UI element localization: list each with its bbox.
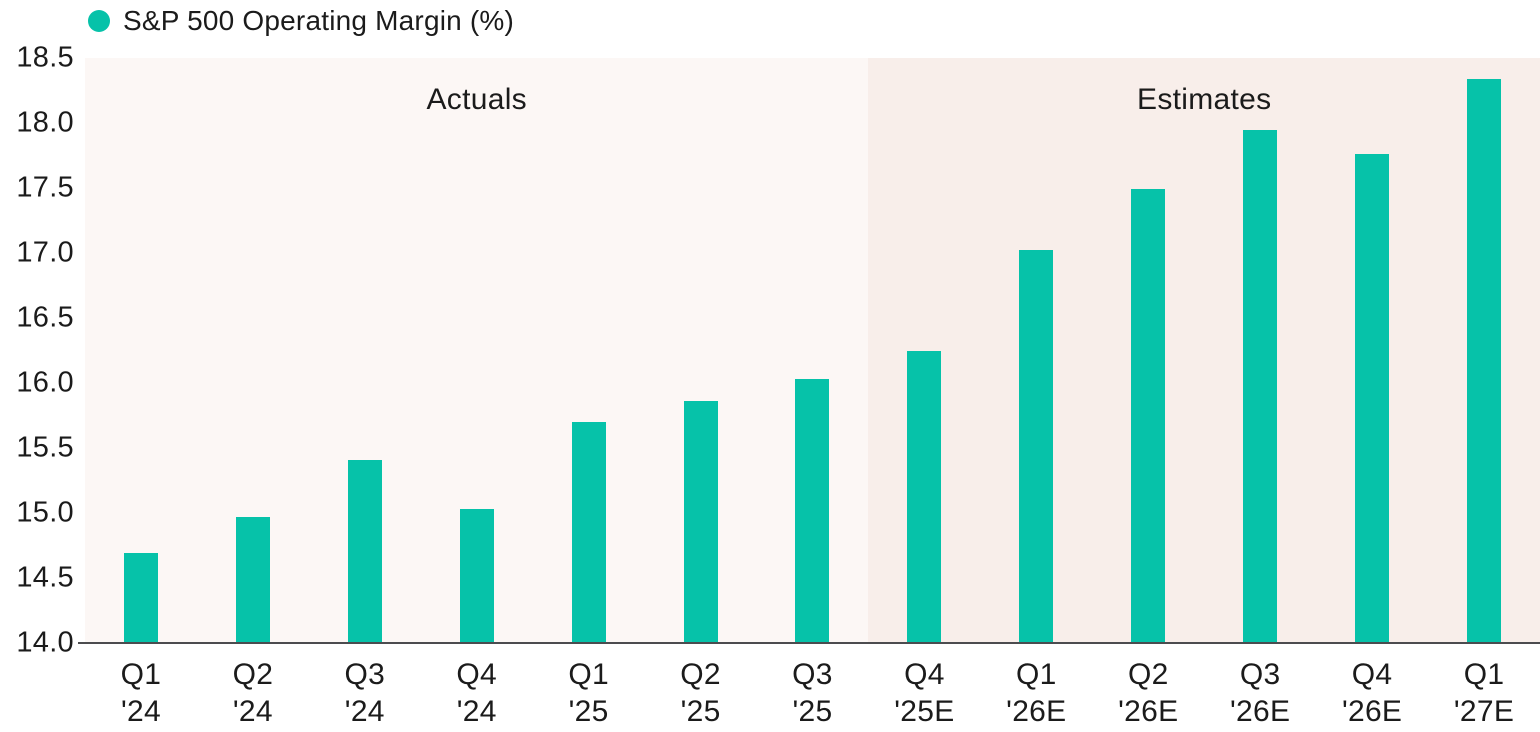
bar-q2-25 <box>683 401 718 643</box>
bar-column <box>980 58 1092 643</box>
region-estimates: Estimates <box>868 58 1540 643</box>
region-label-actuals: Actuals <box>426 83 527 116</box>
x-tick-year: '25 <box>680 695 721 728</box>
bar-q3-24 <box>347 459 382 643</box>
bar-q1-26e <box>1019 250 1054 643</box>
x-tick-quarter: Q2 <box>1127 658 1169 691</box>
x-tick-quarter: Q1 <box>120 658 162 691</box>
bar-q1-25 <box>571 422 606 643</box>
bar-q3-26e <box>1243 129 1278 643</box>
x-tick-quarter: Q1 <box>1016 658 1057 691</box>
x-tick-quarter: Q4 <box>1351 658 1393 691</box>
x-tick-quarter: Q1 <box>1463 658 1505 691</box>
y-tick-label: 18.0 <box>16 106 74 139</box>
x-tick-year: '25E <box>894 695 955 728</box>
x-tick-year: '24 <box>232 695 273 728</box>
bar-column <box>533 58 645 643</box>
x-tick-quarter: Q2 <box>680 658 721 691</box>
x-tick-quarter: Q3 <box>1239 658 1281 691</box>
y-tick-label: 14.5 <box>16 561 74 594</box>
bar-q4-24 <box>459 509 494 643</box>
bar-column <box>85 58 197 643</box>
y-tick-label: 14.0 <box>16 626 74 659</box>
x-tick-label: Q2 '26E <box>1092 656 1204 730</box>
region-label-estimates: Estimates <box>1137 83 1272 116</box>
y-tick-label: 16.0 <box>16 366 74 399</box>
y-tick-label: 17.0 <box>16 236 74 269</box>
y-tick-label: 17.5 <box>16 171 74 204</box>
x-tick-label: Q1'25 <box>533 656 645 730</box>
x-tick-label: Q1 '27E <box>1428 656 1540 730</box>
x-tick-quarter: Q1 <box>568 658 609 691</box>
bar-q4-25e <box>907 350 942 643</box>
bar-column <box>757 58 869 643</box>
bar-q2-26e <box>1131 189 1166 643</box>
y-tick-label: 16.5 <box>16 301 74 334</box>
y-axis: 18.5 18.0 17.5 17.0 16.5 16.0 15.5 15.0 14.5 14.0 <box>0 42 74 659</box>
bar-column <box>868 58 980 643</box>
x-tick-label: Q3'25 <box>757 656 869 730</box>
bar-column <box>645 58 757 643</box>
legend-label: S&P 500 Operating Margin (%) <box>123 5 515 36</box>
bar-column <box>1092 58 1204 643</box>
x-tick-quarter: Q4 <box>904 658 945 691</box>
bar-q1-27e <box>1467 78 1502 643</box>
bars-group <box>85 58 1540 643</box>
bar-q3-25 <box>795 379 830 643</box>
bar-q4-26e <box>1355 154 1390 643</box>
y-tick-label: 15.0 <box>16 496 74 529</box>
x-tick-quarter: Q3 <box>792 658 833 691</box>
x-tick-year: '26E <box>1230 695 1291 728</box>
x-tick-label: Q1 '26E <box>980 656 1092 730</box>
bar-q1-24 <box>123 553 158 643</box>
x-tick-quarter: Q4 <box>456 658 498 691</box>
x-tick-year: '27E <box>1453 695 1515 728</box>
plot-area: Actuals Estimates <box>78 58 1540 644</box>
bar-column <box>1316 58 1428 643</box>
bar-column <box>1204 58 1316 643</box>
bar-column <box>197 58 309 643</box>
x-tick-quarter: Q3 <box>344 658 386 691</box>
x-tick-label: Q4 '25E <box>868 656 980 730</box>
x-tick-quarter: Q2 <box>232 658 274 691</box>
x-tick-label: Q2'25 <box>645 656 757 730</box>
bar-column <box>421 58 533 643</box>
x-tick-year: '26E <box>1118 695 1179 728</box>
bar-q2-24 <box>235 516 270 643</box>
x-axis: Q1'24 Q2'24 Q3'24 Q4'24 Q1'25 Q2'25 Q3'25 Q4'25… <box>85 656 1540 730</box>
x-tick-label: Q4'24 <box>421 656 533 730</box>
x-tick-label: Q3'24 <box>309 656 421 730</box>
bar-column <box>309 58 421 643</box>
x-tick-label: Q1'24 <box>85 656 197 730</box>
x-tick-label: Q2'24 <box>197 656 309 730</box>
legend-marker-icon <box>88 10 110 32</box>
x-tick-year: '24 <box>456 695 497 728</box>
x-axis-line <box>78 642 1540 644</box>
x-tick-year: '25 <box>792 695 833 728</box>
y-tick-label: 15.5 <box>16 431 74 464</box>
x-tick-label: Q3 '26E <box>1204 656 1316 730</box>
x-tick-year: '26E <box>1006 695 1067 728</box>
bar-column <box>1428 58 1540 643</box>
x-tick-year: '24 <box>120 695 161 728</box>
chart-legend: S&P 500 Operating Margin (%) <box>88 4 514 38</box>
x-tick-year: '24 <box>344 695 385 728</box>
x-tick-year: '26E <box>1341 695 1403 728</box>
x-tick-year: '25 <box>568 695 609 728</box>
y-tick-label: 18.5 <box>16 41 74 74</box>
x-tick-label: Q4 '26E <box>1316 656 1428 730</box>
